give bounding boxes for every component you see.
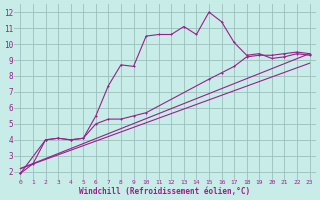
X-axis label: Windchill (Refroidissement éolien,°C): Windchill (Refroidissement éolien,°C): [79, 187, 251, 196]
